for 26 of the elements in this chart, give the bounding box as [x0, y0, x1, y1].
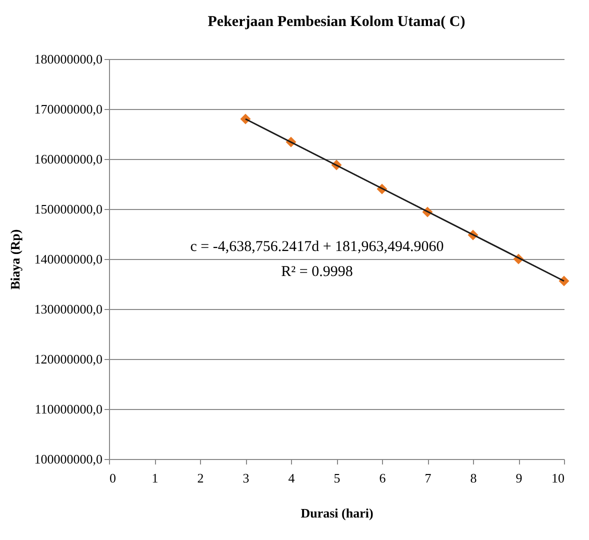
y-tick-label: 140000000,0	[34, 252, 102, 266]
y-tick-label: 160000000,0	[34, 152, 102, 166]
y-tick-label: 180000000,0	[34, 52, 102, 66]
y-tick-label: 120000000,0	[34, 352, 102, 366]
point	[558, 276, 570, 286]
x-tick-label: 2	[197, 470, 204, 486]
x-tick-label: 8	[470, 470, 477, 486]
x-tick-label: 4	[288, 470, 296, 486]
chart-title: Pekerjaan Pembesian Kolom Utama( C)	[208, 14, 466, 30]
x-tick-label: 5	[334, 470, 340, 486]
y-tick-label: 130000000,0	[34, 302, 102, 316]
annotation: c = -4,638,756.2417d + 181,963,494.9060	[190, 239, 444, 255]
x-tick-label: 3	[242, 470, 250, 486]
y-tick-label: 150000000,0	[34, 202, 102, 216]
annotation: R² = 0.9998	[281, 264, 353, 280]
x-tick-label: 1	[152, 470, 158, 486]
y-tick-label: 100000000,0	[34, 452, 102, 466]
x-tick-label: 9	[516, 470, 522, 486]
x-tick-label: 6	[379, 470, 386, 486]
x-tick-label: 0	[110, 470, 116, 486]
y-tick-label: 110000000,0	[34, 402, 102, 416]
y-tick-label: 170000000,0	[34, 102, 102, 116]
x-tick-label: 7	[424, 470, 432, 486]
y-axis-title: Biaya (Rp)	[7, 229, 22, 290]
x-tick-label: 10	[552, 470, 564, 486]
x-axis-title: Durasi (hari)	[300, 506, 374, 520]
